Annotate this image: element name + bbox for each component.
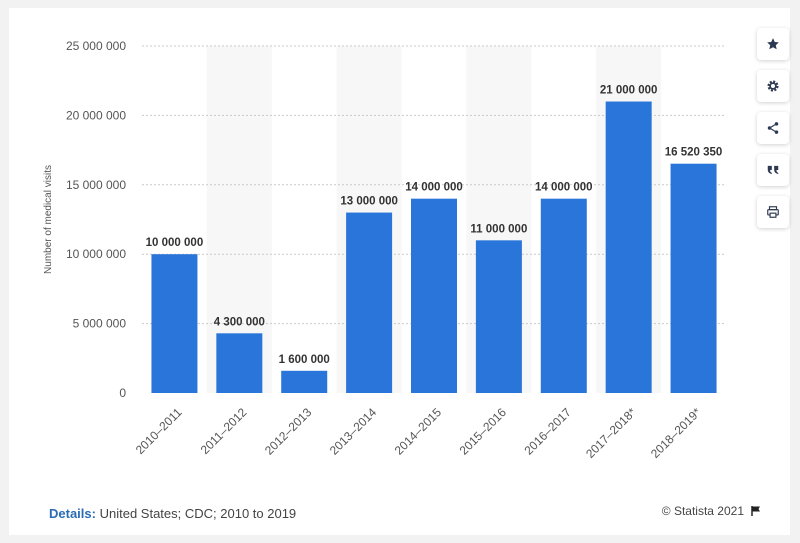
bar-4 [411, 198, 457, 393]
y-tick-label-2: 10 000 000 [66, 247, 126, 261]
y-tick-label-5: 25 000 000 [66, 39, 126, 53]
flag-icon [751, 506, 760, 516]
bar-7 [605, 101, 652, 394]
x-tick-label-4: 2014–2015 [392, 405, 445, 458]
star-icon [767, 38, 779, 50]
print-icon [767, 206, 779, 218]
bar-chart: 0 5 000 000 10 000 000 15 000 000 20 000 000… [43, 39, 726, 461]
bar-6 [540, 198, 587, 393]
x-tick-label-8: 2018–2019* [648, 405, 704, 461]
value-label-2: 1 600 000 [279, 354, 330, 366]
details-text: United States; CDC; 2010 to 2019 [99, 506, 297, 521]
bar-1 [216, 333, 263, 393]
value-label-3: 13 000 000 [340, 196, 398, 208]
share-button[interactable] [757, 112, 789, 144]
y-tick-label-4: 20 000 000 [66, 108, 126, 122]
sidebar-toolbar [757, 28, 789, 238]
details-label[interactable]: Details: [49, 506, 96, 521]
x-tick-label-6: 2016–2017 [522, 405, 575, 458]
x-tick-label-3: 2013–2014 [327, 405, 380, 458]
gear-icon [767, 80, 779, 92]
x-tick-label-0: 2010–2011 [133, 405, 185, 457]
x-tick-label-1: 2011–2012 [198, 405, 250, 457]
y-tick-label-1: 5 000 000 [73, 317, 127, 331]
favorite-button[interactable] [757, 28, 789, 60]
y-axis-label: Number of medical visits [43, 165, 54, 274]
y-tick-label-0: 0 [119, 386, 126, 400]
bar-3 [346, 212, 393, 393]
x-tick-label-5: 2015–2016 [457, 405, 510, 458]
chart-card: 0 5 000 000 10 000 000 15 000 000 20 000 000… [9, 8, 790, 535]
value-label-1: 4 300 000 [214, 316, 265, 328]
statista-credit[interactable]: © Statista 2021 [662, 504, 762, 518]
x-tick-label-7: 2017–2018* [583, 405, 639, 461]
value-label-7: 21 000 000 [600, 85, 658, 97]
print-button[interactable] [757, 196, 789, 228]
quote-icon [767, 165, 779, 175]
share-icon [767, 122, 779, 134]
bar-0 [151, 254, 198, 393]
value-label-8: 16 520 350 [665, 147, 723, 159]
x-tick-label-2: 2012–2013 [262, 405, 315, 458]
credit-text: © Statista 2021 [661, 504, 744, 518]
bar-5 [475, 240, 522, 393]
value-label-4: 14 000 000 [405, 182, 463, 194]
bar-2 [281, 370, 328, 393]
bar-8 [670, 163, 717, 393]
cite-button[interactable] [757, 154, 789, 186]
value-label-6: 14 000 000 [535, 182, 593, 194]
value-label-5: 11 000 000 [470, 223, 527, 235]
value-label-0: 10 000 000 [146, 237, 204, 249]
y-tick-label-3: 15 000 000 [66, 178, 126, 192]
footer-details: Details: United States; CDC; 2010 to 201… [49, 506, 296, 521]
settings-button[interactable] [757, 70, 789, 102]
